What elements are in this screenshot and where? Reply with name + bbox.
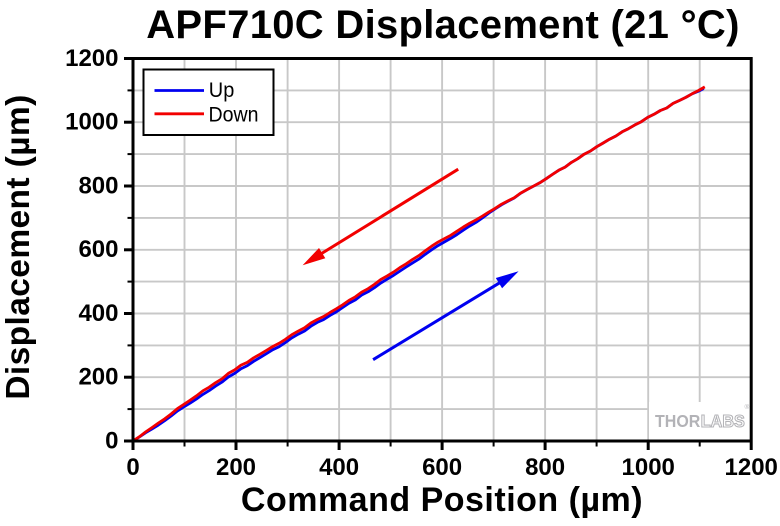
svg-text:Up: Up [209,79,235,102]
svg-text:Displacement (µm): Displacement (µm) [0,94,37,399]
svg-text:0: 0 [126,454,139,481]
svg-text:®: ® [745,403,750,411]
svg-text:Down: Down [209,104,259,127]
svg-text:LABS: LABS [701,411,745,431]
svg-text:800: 800 [78,172,118,199]
svg-text:1200: 1200 [725,454,778,481]
svg-text:600: 600 [422,454,462,481]
svg-text:Command Position (µm): Command Position (µm) [241,481,643,519]
svg-text:1200: 1200 [65,45,118,72]
svg-text:0: 0 [105,427,118,454]
svg-text:200: 200 [216,454,256,481]
svg-text:1000: 1000 [622,454,675,481]
svg-text:1000: 1000 [65,109,118,136]
svg-text:600: 600 [78,236,118,263]
svg-text:APF710C Displacement (21 °C): APF710C Displacement (21 °C) [146,3,739,47]
svg-text:THOR: THOR [655,411,701,431]
svg-text:200: 200 [78,364,118,391]
svg-text:400: 400 [319,454,359,481]
svg-text:400: 400 [78,300,118,327]
svg-text:800: 800 [525,454,565,481]
